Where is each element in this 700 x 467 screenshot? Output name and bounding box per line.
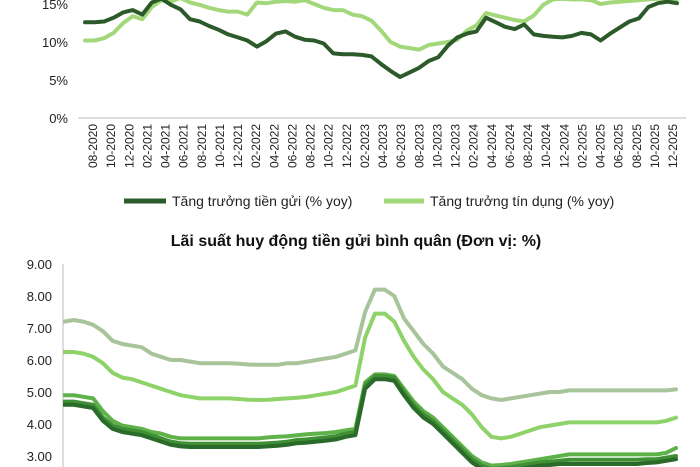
top-x-tick-label: 08-2023 (412, 124, 426, 168)
top-x-tick-label: 02-2022 (249, 124, 263, 168)
top-x-tick-label: 10-2020 (104, 124, 118, 168)
top-x-tick-label: 08-2020 (86, 124, 100, 168)
top-y-tick-label: 10% (42, 35, 68, 50)
top-x-tick-label: 02-2025 (575, 124, 589, 168)
rate-series-line-5 (63, 377, 678, 467)
top-x-tick-label: 08-2022 (304, 124, 318, 168)
top-x-tick-label: 04-2024 (485, 124, 499, 168)
top-y-tick-label: 5% (49, 73, 68, 88)
top-y-tick-label: 0% (49, 111, 68, 126)
bottom-y-tick-label: 4.00 (27, 417, 52, 432)
top-x-tick-label: 10-2024 (539, 124, 553, 168)
top-x-tick-label: 12-2020 (122, 124, 136, 168)
top-x-tick-label: 12-2025 (666, 124, 680, 168)
top-chart: 15% 10% 5% 0% 08-2020 10-2020 12-2020 02-2021 0… (42, 0, 686, 209)
top-x-tick-label: 12-2024 (557, 124, 571, 168)
top-x-tick-label: 06-2022 (285, 124, 299, 168)
top-x-tick-label: 02-2024 (467, 124, 481, 168)
bottom-y-tick-label: 6.00 (27, 353, 52, 368)
top-x-tick-label: 06-2023 (394, 124, 408, 168)
top-x-tick-label: 12-2022 (340, 124, 354, 168)
rate-series-line-1 (63, 287, 678, 402)
series-credit-growth-line (83, 0, 679, 52)
top-x-tick-label: 10-2025 (648, 124, 662, 168)
top-x-tick-label: 12-2021 (231, 124, 245, 168)
bottom-y-tick-label: 7.00 (27, 321, 52, 336)
bottom-y-tick-label: 8.00 (27, 289, 52, 304)
top-x-tick-label: 08-2025 (630, 124, 644, 168)
top-x-tick-label: 08-2024 (521, 124, 535, 168)
bottom-chart: Lãi suất huy động tiền gửi bình quân (Đơ… (27, 233, 678, 467)
rate-series-line-4 (63, 374, 678, 467)
top-x-tick-label: 04-2021 (159, 124, 173, 168)
top-x-tick-label: 12-2023 (449, 124, 463, 168)
top-x-tick-label: 04-2023 (376, 124, 390, 168)
top-x-tick-label: 08-2021 (195, 124, 209, 168)
rate-series-line-2 (63, 311, 678, 441)
series-deposit-growth-line (83, 0, 679, 79)
top-x-tick-label: 06-2025 (612, 124, 626, 168)
top-x-tick-label: 04-2025 (594, 124, 608, 168)
top-x-tick-label: 02-2023 (358, 124, 372, 168)
legend-label-credit: Tăng trưởng tín dụng (% yoy) (430, 193, 614, 209)
top-legend: Tăng trưởng tiền gửi (% yoy) Tăng trưởng… (124, 193, 614, 209)
top-x-tick-label: 04-2022 (267, 124, 281, 168)
top-x-tick-label: 02-2021 (140, 124, 154, 168)
top-x-tick-label: 10-2023 (430, 124, 444, 168)
top-y-tick-label: 15% (42, 0, 68, 12)
top-x-tick-label: 06-2024 (503, 124, 517, 168)
bottom-y-tick-label: 9.00 (27, 257, 52, 272)
bottom-chart-title: Lãi suất huy động tiền gửi bình quân (Đơ… (171, 233, 542, 250)
bottom-y-tick-label: 3.00 (27, 449, 52, 464)
top-x-tick-label: 10-2022 (322, 124, 336, 168)
bottom-y-tick-label: 5.00 (27, 385, 52, 400)
top-x-tick-label: 10-2021 (213, 124, 227, 168)
top-x-tick-label: 06-2021 (177, 124, 191, 168)
legend-label-deposit: Tăng trưởng tiền gửi (% yoy) (172, 193, 352, 209)
